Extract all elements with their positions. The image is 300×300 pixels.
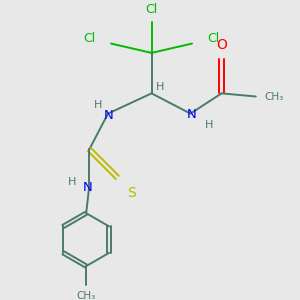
- Text: Cl: Cl: [83, 32, 95, 45]
- Text: CH₃: CH₃: [76, 291, 96, 300]
- Text: Cl: Cl: [208, 32, 220, 45]
- Text: N: N: [187, 108, 197, 121]
- Text: O: O: [216, 38, 227, 52]
- Text: H: H: [205, 120, 213, 130]
- Text: CH₃: CH₃: [265, 92, 284, 102]
- Text: H: H: [94, 100, 102, 110]
- Text: H: H: [156, 82, 164, 92]
- Text: S: S: [127, 186, 136, 200]
- Text: N: N: [104, 109, 113, 122]
- Text: Cl: Cl: [146, 3, 158, 16]
- Text: N: N: [83, 181, 93, 194]
- Text: H: H: [68, 177, 76, 187]
